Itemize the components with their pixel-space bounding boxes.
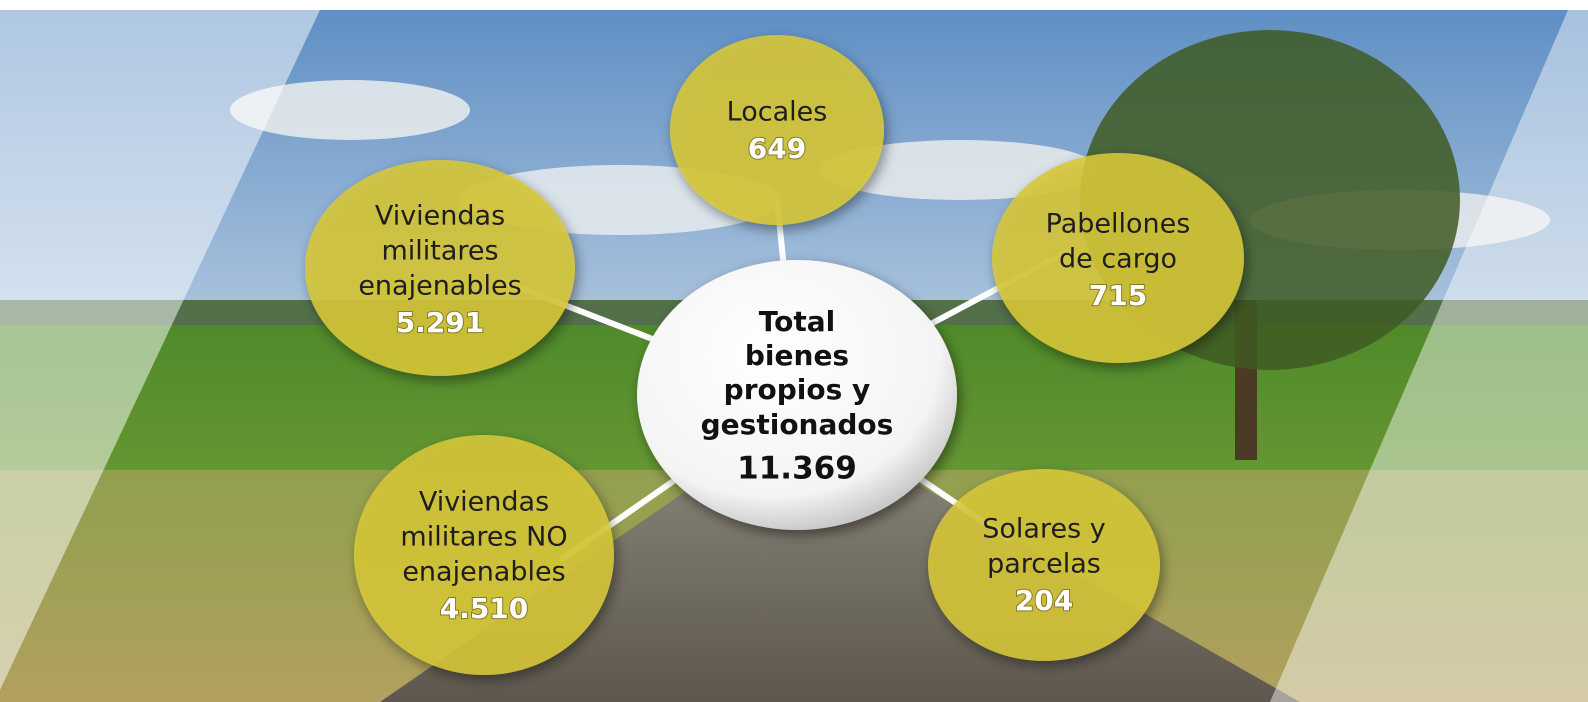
center-label: bienes: [745, 339, 849, 372]
node-circle: [354, 435, 614, 675]
node-label: Locales: [727, 97, 828, 128]
node-label: militares NO: [400, 522, 567, 553]
node-value: 204: [1015, 584, 1073, 617]
center-value: 11.369: [737, 451, 857, 487]
node-circle: [670, 35, 884, 225]
node-value: 649: [748, 132, 806, 165]
node-label: Viviendas: [375, 201, 505, 232]
node-circle: [305, 160, 575, 376]
node-label: Solares y: [982, 514, 1105, 545]
node-value: 4.510: [440, 592, 529, 625]
center-label: gestionados: [701, 408, 894, 441]
center-label: Total: [759, 305, 836, 338]
node-label: parcelas: [987, 549, 1101, 580]
center-label: propios y: [724, 373, 871, 406]
node-label: enajenables: [402, 557, 565, 588]
node-label: de cargo: [1059, 244, 1177, 275]
node-label: militares: [381, 236, 498, 267]
infographic: Locales 649 Viviendas militares enajenables 5…: [0, 0, 1588, 702]
node-value: 5.291: [396, 306, 485, 339]
center-node: Total bienes propios y gestionados 11.36…: [637, 260, 957, 530]
node-label: Viviendas: [419, 487, 549, 518]
node-label: enajenables: [358, 271, 521, 302]
node-value: 715: [1089, 279, 1147, 312]
node-label: Pabellones: [1046, 209, 1191, 240]
